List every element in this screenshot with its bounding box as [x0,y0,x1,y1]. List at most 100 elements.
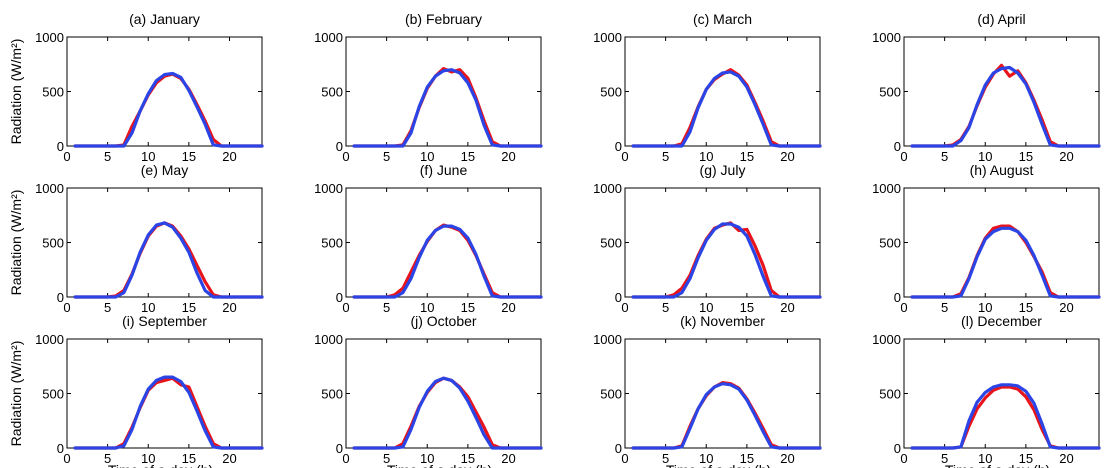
x-tick-label: 20 [501,451,515,466]
y-tick-label: 500 [42,236,64,251]
x-tick-label: 20 [780,300,794,315]
panel-title: (e) May [141,162,188,178]
y-tick-label: 0 [336,139,343,154]
panel-title: (c) March [693,11,752,27]
y-tick-label: 0 [615,441,622,456]
x-tick-label: 0 [900,149,907,164]
x-tick-label: 15 [740,149,754,164]
y-tick-label: 0 [57,139,64,154]
panel-3: (c) March 0 500 1000 0 5 10 15 20 [593,11,822,164]
series-line-blue [352,224,543,299]
x-tick-label: 10 [141,149,155,164]
y-tick-label: 0 [894,139,901,154]
x-tick-label: 15 [182,149,196,164]
x-tick-label: 0 [900,451,907,466]
panel-title: (f) June [420,162,468,178]
y-tick-label: 0 [57,290,64,305]
x-tick-label: 20 [780,451,794,466]
y-tick-label: 0 [894,441,901,456]
x-tick-label: 15 [1019,300,1033,315]
y-tick-label: 1000 [872,332,901,347]
x-tick-label: 5 [383,149,390,164]
x-tick-label: 15 [182,451,196,466]
x-tick-label: 15 [1019,149,1033,164]
axes-frame [345,187,542,298]
y-tick-label: 500 [321,236,343,251]
x-tick-label: 10 [420,149,434,164]
x-tick-label: 20 [501,149,515,164]
y-tick-label: 500 [879,387,901,402]
series-line-blue [631,382,822,450]
panel-title: (g) July [700,162,746,178]
x-tick-label: 10 [978,451,992,466]
axes-frame [903,187,1100,298]
series-line-blue [631,222,822,299]
x-tick-label: 15 [1019,451,1033,466]
y-tick-label: 500 [600,85,622,100]
axes-frame [345,36,542,147]
x-tick-label: 10 [699,300,713,315]
panel-title: (j) October [410,313,476,329]
y-tick-label: 1000 [593,181,622,196]
y-tick-label: 500 [879,85,901,100]
x-tick-label: 5 [383,300,390,315]
x-tick-label: 10 [420,300,434,315]
series-line-red [910,385,1101,450]
x-tick-label: 0 [342,451,349,466]
panel-title: (i) September [122,313,207,329]
series-line-blue [910,226,1101,299]
y-tick-label: 1000 [593,30,622,45]
x-tick-label: 10 [699,149,713,164]
panel-8: (h) August 0 500 1000 0 5 10 15 20 [872,162,1101,315]
x-tick-label: 0 [342,149,349,164]
x-tick-label: 20 [1059,149,1073,164]
panel-title: (h) August [970,162,1034,178]
x-axis-label: Time of a day (h) [387,462,492,468]
series-line-red [631,221,822,299]
series-line-blue [73,375,264,450]
y-tick-label: 0 [336,441,343,456]
x-tick-label: 5 [383,451,390,466]
y-axis-label: Radiation (W/m²) [8,341,24,447]
y-axis-label: Radiation (W/m²) [8,190,24,296]
panel-7: (g) July 0 500 1000 0 5 10 15 20 [593,162,822,315]
x-tick-label: 5 [104,451,111,466]
panel-10: (j) October 0 500 1000 0 5 10 15 20 Time of a day… [314,313,543,468]
y-tick-label: 0 [615,290,622,305]
y-tick-label: 1000 [35,181,64,196]
series-line-red [631,68,822,148]
x-tick-label: 0 [900,300,907,315]
x-tick-label: 0 [621,451,628,466]
panel-title: (l) December [961,313,1042,329]
x-tick-label: 15 [182,300,196,315]
y-tick-label: 500 [600,387,622,402]
y-tick-label: 1000 [872,30,901,45]
y-tick-label: 0 [615,139,622,154]
x-tick-label: 15 [461,300,475,315]
x-tick-label: 20 [222,451,236,466]
axes-frame [624,36,821,147]
series-line-red [73,221,264,299]
y-tick-label: 0 [57,441,64,456]
y-tick-label: 1000 [314,30,343,45]
x-tick-label: 15 [740,300,754,315]
panel-title: (k) November [680,313,765,329]
x-tick-label: 5 [104,300,111,315]
panel-4: (d) April 0 500 1000 0 5 10 15 20 [872,11,1101,164]
panel-5: (e) May 0 500 1000 0 5 10 15 20 Radiation (W/m²) [8,162,264,315]
panel-11: (k) November 0 500 1000 0 5 10 15 20 Time of a da… [593,313,822,468]
series-line-red [352,66,543,148]
panel-2: (b) February 0 500 1000 0 5 10 15 20 [314,11,543,164]
panel-title: (d) April [977,11,1025,27]
series-line-blue [910,65,1101,148]
y-tick-label: 1000 [314,181,343,196]
x-tick-label: 0 [63,300,70,315]
x-tick-label: 20 [780,149,794,164]
panel-12: (l) December 0 500 1000 0 5 10 15 20 Time of a da… [872,313,1101,468]
x-tick-label: 20 [222,300,236,315]
axes-frame [624,187,821,298]
x-axis-label: Time of a day (h) [945,462,1050,468]
series-line-red [352,223,543,299]
x-tick-label: 0 [63,149,70,164]
